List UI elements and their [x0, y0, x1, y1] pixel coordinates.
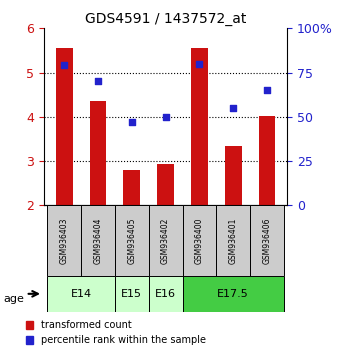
- Title: GDS4591 / 1437572_at: GDS4591 / 1437572_at: [85, 12, 246, 26]
- FancyBboxPatch shape: [81, 205, 115, 276]
- Bar: [259, 116, 275, 205]
- Text: GSM936405: GSM936405: [127, 217, 136, 264]
- FancyBboxPatch shape: [47, 276, 115, 312]
- Text: GSM936406: GSM936406: [263, 217, 271, 264]
- Text: GSM936402: GSM936402: [161, 217, 170, 264]
- Text: GSM936401: GSM936401: [229, 217, 238, 264]
- Point: [231, 105, 236, 111]
- Text: E14: E14: [71, 289, 92, 299]
- FancyBboxPatch shape: [250, 205, 284, 276]
- Point: [129, 119, 135, 125]
- FancyBboxPatch shape: [115, 205, 149, 276]
- FancyBboxPatch shape: [47, 205, 81, 276]
- Point: [62, 63, 67, 68]
- Text: E17.5: E17.5: [217, 289, 249, 299]
- Text: GSM936400: GSM936400: [195, 217, 204, 264]
- FancyBboxPatch shape: [149, 205, 183, 276]
- Bar: [225, 145, 242, 205]
- FancyBboxPatch shape: [183, 276, 284, 312]
- Point: [95, 79, 101, 84]
- Text: GSM936404: GSM936404: [94, 217, 102, 264]
- Point: [264, 87, 270, 93]
- Bar: [90, 101, 106, 205]
- FancyBboxPatch shape: [149, 276, 183, 312]
- FancyBboxPatch shape: [216, 205, 250, 276]
- Text: age: age: [3, 294, 24, 304]
- Text: E15: E15: [121, 289, 142, 299]
- Bar: [191, 48, 208, 205]
- Text: E16: E16: [155, 289, 176, 299]
- Bar: [123, 170, 140, 205]
- Point: [163, 114, 168, 120]
- Bar: [157, 164, 174, 205]
- Bar: [56, 48, 73, 205]
- FancyBboxPatch shape: [115, 276, 149, 312]
- FancyBboxPatch shape: [183, 205, 216, 276]
- Point: [197, 61, 202, 67]
- Legend: transformed count, percentile rank within the sample: transformed count, percentile rank withi…: [22, 316, 210, 349]
- Text: GSM936403: GSM936403: [60, 217, 69, 264]
